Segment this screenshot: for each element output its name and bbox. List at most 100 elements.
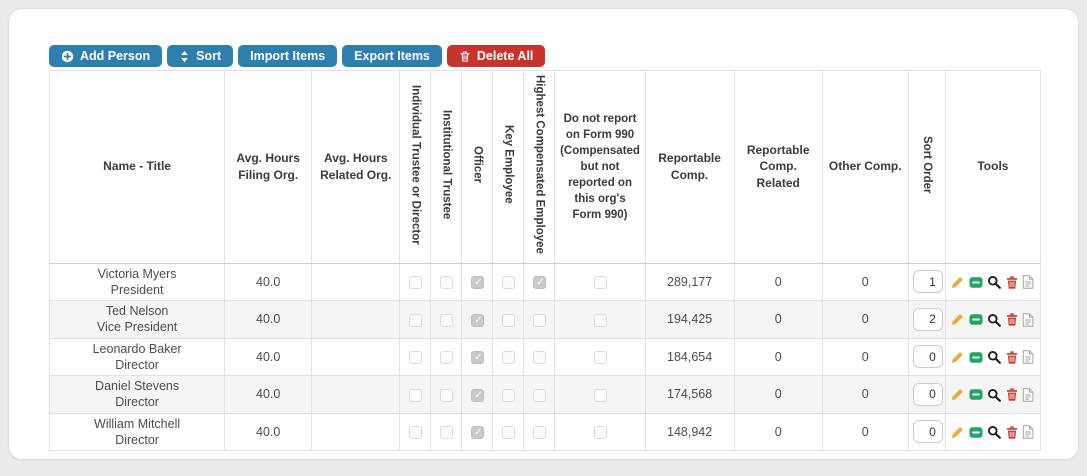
individual-trustee-checkbox[interactable]: [408, 276, 422, 290]
add-person-label: Add Person: [80, 48, 151, 63]
add-person-button[interactable]: Add Person: [49, 45, 163, 67]
highest-compensated-checkbox[interactable]: [532, 388, 546, 402]
individual-trustee-checkbox[interactable]: [408, 426, 422, 440]
highest-compensated-checkbox[interactable]: [532, 426, 546, 440]
key-employee-cell: [492, 337, 525, 377]
do-not-report-cell: [554, 300, 646, 339]
officer-checkbox[interactable]: [470, 313, 485, 327]
tools-cell: [944, 375, 1042, 414]
delete-trash-icon[interactable]: [1006, 388, 1018, 401]
edit-pencil-icon[interactable]: [951, 351, 964, 364]
notes-file-icon[interactable]: [1022, 425, 1034, 440]
delete-trash-icon[interactable]: [1006, 276, 1018, 289]
sort-order-input[interactable]: [912, 382, 943, 406]
do-not-report-cell: [554, 412, 646, 452]
header-avg-hours-related: Avg. Hours Related Org.: [311, 70, 401, 264]
individual-trustee-checkbox[interactable]: [408, 351, 422, 365]
key-employee-checkbox[interactable]: [501, 426, 515, 440]
highest-compensated-cell: [523, 300, 556, 339]
magnifier-icon[interactable]: [987, 313, 1002, 327]
do-not-report-checkbox[interactable]: [593, 351, 607, 365]
magnifier-icon[interactable]: [987, 388, 1002, 402]
avg-hours-related-cell: [311, 262, 401, 302]
delete-trash-icon[interactable]: [1006, 313, 1018, 326]
sort-order-input[interactable]: [912, 420, 943, 444]
institutional-trustee-checkbox[interactable]: [439, 313, 453, 327]
institutional-trustee-checkbox[interactable]: [439, 276, 453, 290]
magnifier-icon[interactable]: [987, 350, 1002, 365]
sort-button[interactable]: Sort: [167, 45, 234, 67]
edit-pencil-icon[interactable]: [951, 276, 964, 289]
header-officer: Officer: [461, 70, 494, 264]
notes-file-icon[interactable]: [1022, 313, 1034, 327]
table-row: Ted Nelson Vice President 40.0 194,425 0…: [48, 300, 1042, 339]
sort-order-cell: [907, 300, 946, 339]
other-comp-cell: 0: [821, 375, 909, 414]
reportable-comp-related-cell: 0: [733, 337, 823, 377]
table-row: William Mitchell Director 40.0 148,942 0…: [48, 412, 1042, 452]
institutional-trustee-cell: [430, 375, 463, 414]
delete-trash-icon[interactable]: [1006, 351, 1018, 364]
institutional-trustee-checkbox[interactable]: [439, 426, 453, 440]
delete-trash-icon[interactable]: [1006, 426, 1018, 439]
key-employee-cell: [492, 300, 525, 339]
remove-minus-icon[interactable]: [969, 388, 983, 401]
key-employee-checkbox[interactable]: [501, 313, 515, 327]
remove-minus-icon[interactable]: [969, 351, 983, 364]
key-employee-checkbox[interactable]: [501, 276, 515, 290]
officer-checkbox[interactable]: [470, 426, 485, 440]
export-items-button[interactable]: Export Items: [342, 45, 442, 67]
key-employee-checkbox[interactable]: [501, 351, 515, 365]
highest-compensated-checkbox[interactable]: [532, 313, 546, 327]
avg-hours-filing-cell: 40.0: [224, 337, 313, 377]
magnifier-icon[interactable]: [987, 425, 1002, 440]
officer-checkbox[interactable]: [470, 351, 485, 365]
highest-compensated-checkbox[interactable]: [532, 276, 547, 290]
do-not-report-checkbox[interactable]: [593, 426, 607, 440]
trash-icon: [459, 50, 471, 63]
highest-compensated-checkbox[interactable]: [532, 351, 546, 365]
individual-trustee-cell: [399, 262, 432, 302]
table-row: Daniel Stevens Director 40.0 174,568 0 0: [48, 375, 1042, 414]
reportable-comp-related-cell: 0: [733, 262, 823, 302]
remove-minus-icon[interactable]: [969, 276, 983, 289]
avg-hours-filing-cell: 40.0: [224, 375, 313, 414]
individual-trustee-checkbox[interactable]: [408, 313, 422, 327]
notes-file-icon[interactable]: [1022, 388, 1034, 402]
key-employee-cell: [492, 375, 525, 414]
header-tools: Tools: [944, 70, 1042, 264]
edit-pencil-icon[interactable]: [951, 388, 964, 401]
do-not-report-checkbox[interactable]: [593, 276, 607, 290]
officer-checkbox[interactable]: [470, 388, 485, 402]
avg-hours-related-cell: [311, 337, 401, 377]
institutional-trustee-checkbox[interactable]: [439, 388, 453, 402]
edit-pencil-icon[interactable]: [951, 426, 964, 439]
individual-trustee-cell: [399, 375, 432, 414]
notes-file-icon[interactable]: [1022, 275, 1034, 290]
persons-table: Name - Title Avg. Hours Filing Org. Avg.…: [48, 70, 1042, 452]
delete-all-button[interactable]: Delete All: [446, 45, 546, 67]
header-do-not-report: Do not report on Form 990 (Compensated b…: [554, 70, 646, 264]
sort-order-input[interactable]: [912, 270, 943, 294]
header-name-title: Name - Title: [48, 70, 226, 264]
key-employee-checkbox[interactable]: [501, 388, 515, 402]
header-sort-order: Sort Order: [907, 70, 946, 264]
individual-trustee-cell: [399, 412, 432, 452]
header-key-employee: Key Employee: [492, 70, 525, 264]
remove-minus-icon[interactable]: [969, 426, 983, 439]
remove-minus-icon[interactable]: [969, 313, 983, 326]
sort-arrows-icon: [179, 50, 190, 63]
reportable-comp-cell: 148,942: [644, 412, 735, 452]
notes-file-icon[interactable]: [1022, 350, 1034, 365]
magnifier-icon[interactable]: [987, 275, 1002, 290]
sort-order-input[interactable]: [912, 307, 943, 331]
individual-trustee-checkbox[interactable]: [408, 388, 422, 402]
import-items-button[interactable]: Import Items: [238, 45, 338, 67]
sort-order-input[interactable]: [912, 345, 943, 369]
do-not-report-checkbox[interactable]: [593, 313, 607, 327]
header-other-comp: Other Comp.: [821, 70, 909, 264]
edit-pencil-icon[interactable]: [951, 313, 964, 326]
officer-checkbox[interactable]: [470, 276, 485, 290]
institutional-trustee-checkbox[interactable]: [439, 351, 453, 365]
do-not-report-checkbox[interactable]: [593, 388, 607, 402]
